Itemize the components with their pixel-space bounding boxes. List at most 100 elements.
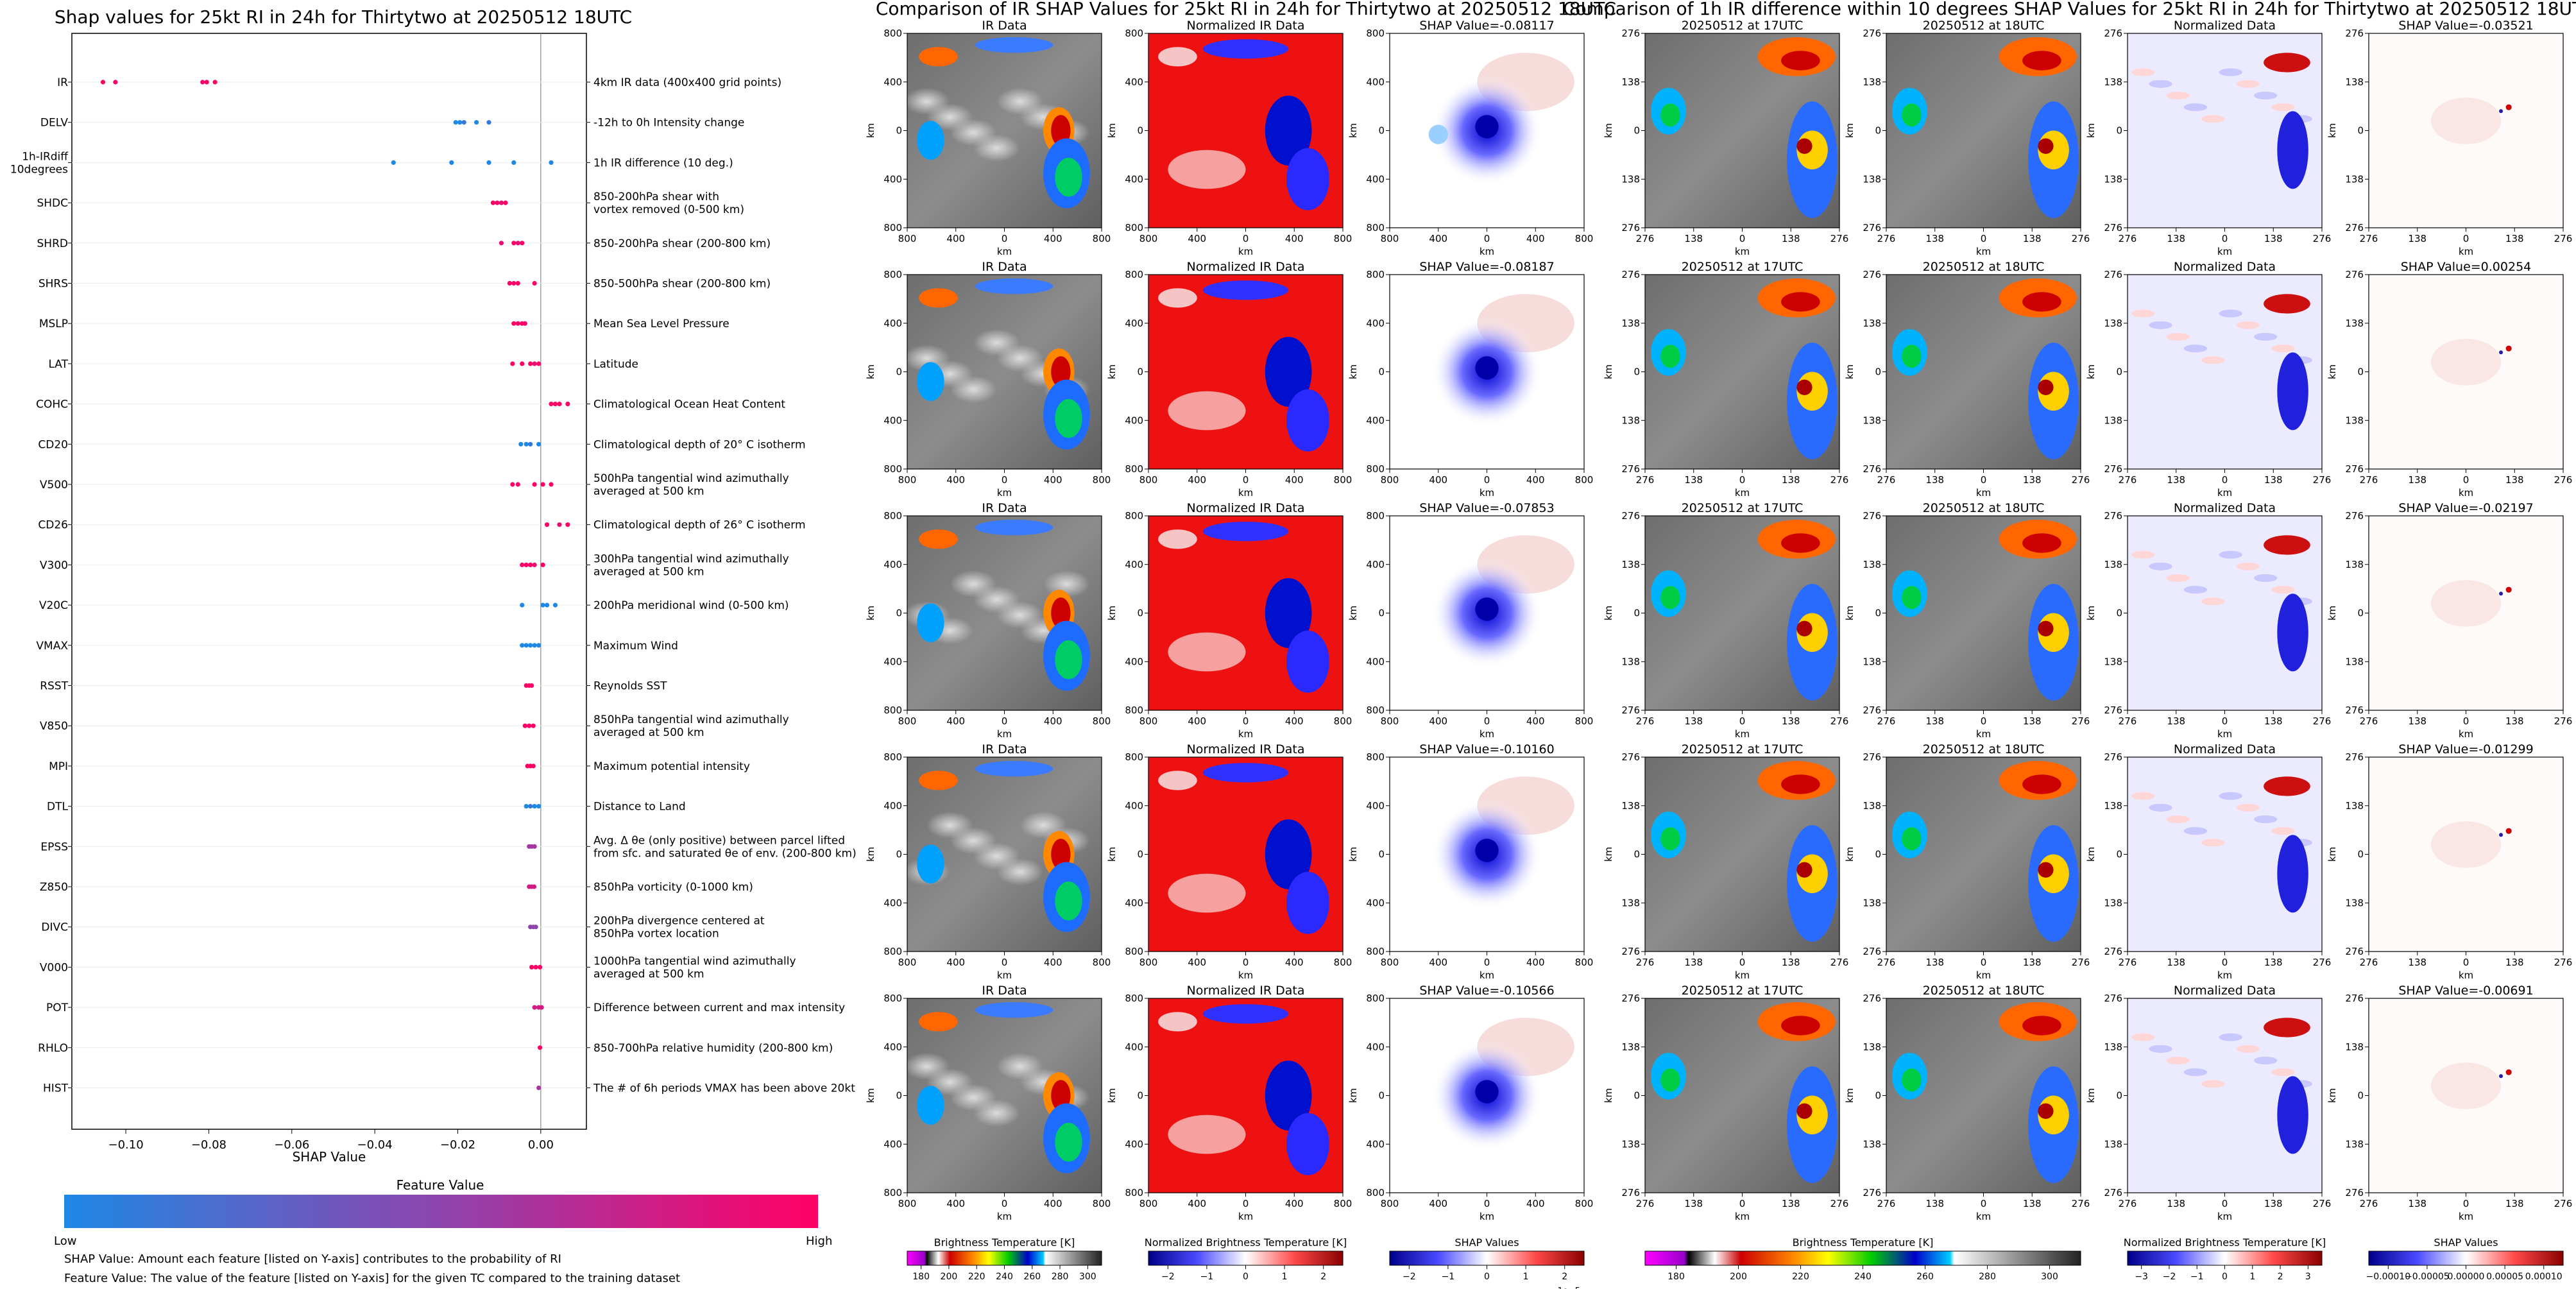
normalized-diff-streak [2166,815,2190,824]
y-tick-label: 0 [2357,125,2364,137]
shap-point [529,964,534,969]
x-tick-label: 0 [1981,957,1987,968]
panel-title: IR Data [982,260,1027,274]
y-tick-label: 800 [1366,510,1385,522]
y-axis-label: km [1603,123,1614,138]
y-tick-label: 0 [1875,1090,1881,1102]
x-tick-label: 800 [1575,715,1594,727]
shap-point [532,804,537,809]
y-tick-label: 276 [1621,269,1640,280]
convection-core [1051,597,1071,629]
shap-point [511,160,516,165]
colorbar-tick-label: 1 [2249,1272,2255,1282]
diff-shap-positive [2430,821,2502,868]
x-tick-label: 800 [898,233,917,244]
x-tick-label: 0 [1002,957,1008,968]
y-tick-label: 800 [883,28,902,39]
y-tick-label: 276 [1863,222,1881,234]
y-tick-label: 0 [2357,1090,2364,1102]
feature-description-line: -12h to 0h Intensity change [593,117,744,130]
y-tick-label: 800 [1125,946,1143,957]
x-tick-label: 400 [1044,715,1062,727]
convection-core [1051,115,1071,146]
y-tick-label: 138 [1621,318,1640,329]
x-tick-label: 138 [2023,1198,2042,1209]
x-axis-label: km [2217,728,2232,740]
colorbar-tick-label: −0.00010 [2366,1272,2410,1282]
colorbar-tick-label: 0.00000 [2448,1272,2485,1282]
y-tick-label: 276 [1863,946,1881,957]
y-tick-label: 276 [1621,751,1640,763]
y-tick-label: 276 [2104,704,2122,716]
x-tick-label: 276 [2360,715,2378,727]
shap-point [528,562,533,568]
shap-point [515,280,520,286]
y-tick-label: 800 [1366,946,1385,957]
x-tick-label: 0 [1981,1198,1987,1209]
panel-title: 20250512 at 17UTC [1682,984,1804,998]
cloud-texture [950,375,997,403]
x-tick-label: 400 [946,957,965,968]
shap-core [1475,115,1499,139]
x-tick-label: 0 [1002,715,1008,727]
feature-description: Maximum potential intensity [593,760,750,773]
x-tick-label: 276 [1636,715,1655,727]
feature-name-line: POT [46,1002,69,1014]
feature-description: 850hPa vorticity (0-1000 km) [593,881,753,894]
y-tick-label: 400 [1125,318,1143,329]
feature-description-line: averaged at 500 km [593,726,704,739]
y-axis-label: km [1347,847,1359,862]
y-tick-label: 138 [2104,656,2122,667]
colorbar-tick-label: 1 [1282,1272,1288,1282]
x-axis-label: km [1480,969,1494,981]
y-axis-label: km [1603,364,1614,379]
panel-title: SHAP Value=-0.08187 [1419,260,1554,274]
normalized-cold-region [1265,819,1312,890]
normalized-diff-cold [2277,835,2308,913]
y-tick-label: 138 [1863,76,1881,88]
y-axis-label: km [1844,1088,1855,1103]
feature-description-line: Maximum potential intensity [593,760,750,773]
y-tick-label: 0 [1378,849,1385,860]
y-tick-label: 276 [2345,510,2364,522]
x-axis-label: km [1976,487,1991,499]
x-tick-label: 800 [1139,233,1158,244]
x-axis-label: km [1238,1211,1253,1222]
colorbar-tick-label: 3 [2305,1272,2311,1282]
y-tick-label: 400 [1125,656,1143,667]
colorbar-tick-label: 2 [1562,1272,1567,1282]
panel-title: Normalized IR Data [1187,260,1305,274]
shap-point [520,241,525,246]
y-tick-label: 0 [1137,1090,1143,1102]
convection-patch [917,121,944,160]
normalized-diff-streak [2166,574,2190,583]
convection-patch [1660,345,1680,368]
y-tick-label: 0 [1875,366,1881,378]
y-tick-label: 276 [1863,28,1881,39]
feature-description-line: Latitude [593,358,638,371]
y-tick-label: 0 [1633,125,1640,137]
feature-description-line: The # of 6h periods VMAX has been above … [593,1082,855,1095]
feature-description-line: averaged at 500 km [593,565,704,578]
normalized-diff-streak [2201,1080,2225,1088]
y-tick-label: 0 [2116,608,2122,619]
shap-point [544,602,550,608]
x-axis-label: km [1735,1211,1750,1222]
x-tick-label: 138 [1925,715,1944,727]
x-tick-label: 276 [2554,715,2573,727]
convection-patch [917,1086,944,1125]
convection-core [2038,379,2054,395]
x-tick-label: 138 [1782,474,1800,486]
x-tick-label: 400 [1188,715,1206,727]
x-tick-label: 0 [2222,957,2228,968]
normalized-diff-streak [2131,1033,2155,1041]
colorbar-label: Brightness Temperature [K] [1793,1236,1934,1249]
colorbar-tick-label: 260 [1916,1272,1934,1282]
y-tick-label: 276 [2345,704,2364,716]
x-tick-label: 0 [1243,957,1249,968]
shap-point [565,522,570,527]
x-tick-label: 800 [1093,715,1111,727]
feature-name-label: COHC [36,398,68,411]
